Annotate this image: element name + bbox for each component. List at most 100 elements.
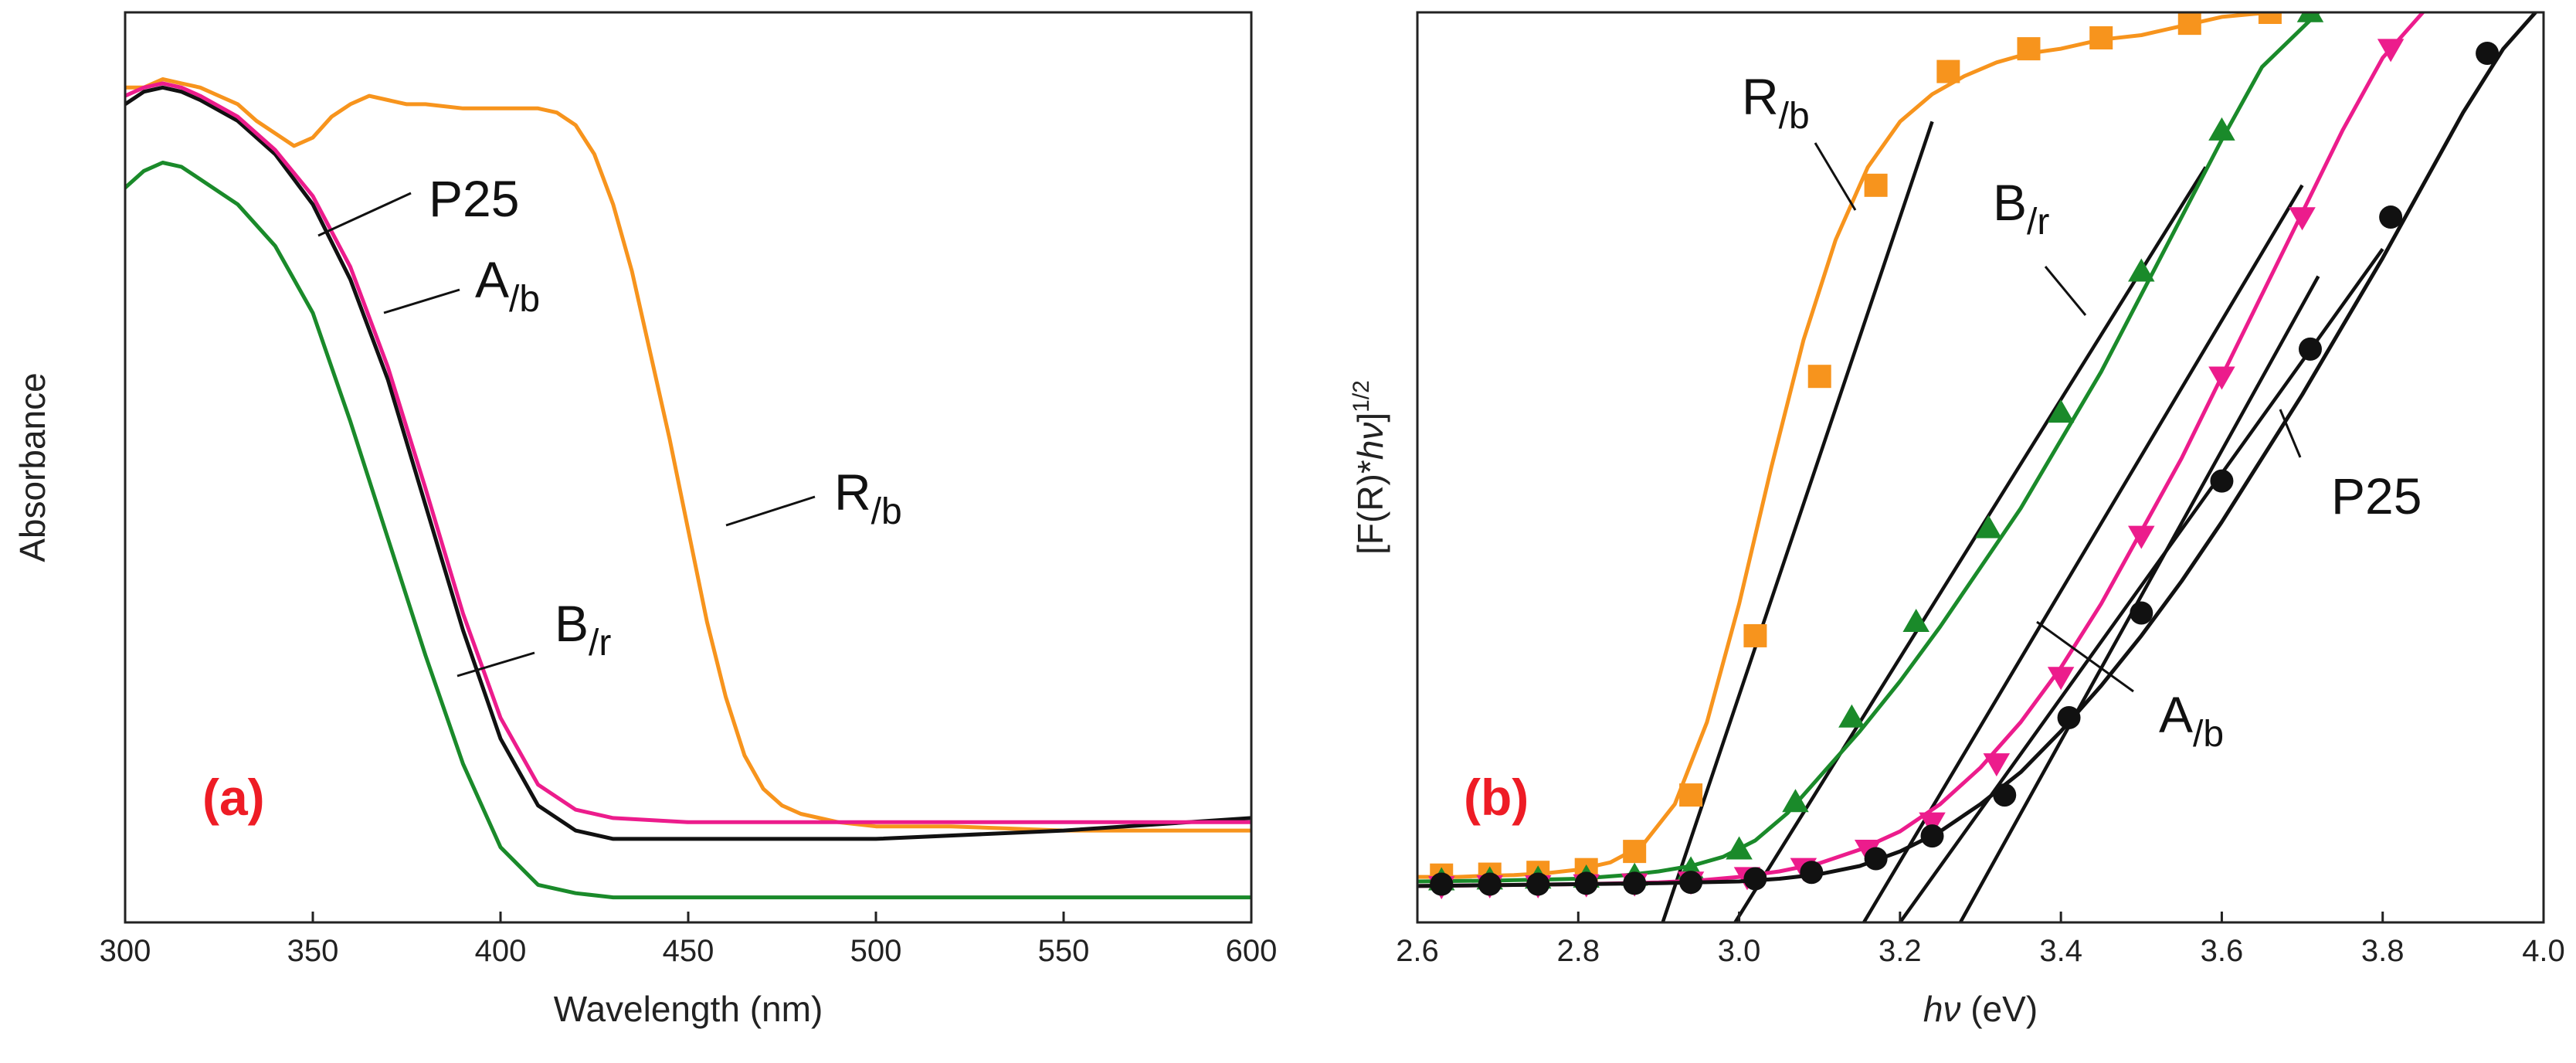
- panel-a-x-tick-label: 450: [663, 934, 714, 968]
- panel-a-x-tick-label: 400: [475, 934, 527, 968]
- panel-a-x-ticks: 300 350 400 450 500 550 600: [100, 912, 1278, 968]
- panel-a-x-axis-label: Wavelength (nm): [554, 989, 823, 1029]
- panel-b-marker-b-r: [2296, 12, 2324, 22]
- panel-b-br-arrow: [2044, 266, 2087, 316]
- panel-a-x-tick-label: 550: [1038, 934, 1090, 968]
- panel-b-ab-label: A/b: [2159, 686, 2224, 755]
- panel-a-x-tick-label: 600: [1226, 934, 1278, 968]
- panel-a-rb-arrow: [725, 495, 816, 527]
- panel-b-marker-p25: [1864, 847, 1888, 871]
- panel-b-marker-p25: [1623, 871, 1647, 895]
- panel-a-plot-frame: [124, 11, 1253, 924]
- panel-b-marker-p25: [2476, 42, 2500, 66]
- panel-b-marker-a-b: [2128, 525, 2155, 549]
- panel-b-marker-p25: [1574, 871, 1598, 895]
- panel-a-curve-r-b: [125, 77, 1251, 833]
- panel-b-curve-b-r: [1417, 12, 2320, 884]
- panel-b-marker-b-r: [1782, 789, 1809, 813]
- panel-b-marker-a-b: [2208, 366, 2235, 390]
- panel-b-p25-arrow: [2279, 409, 2302, 458]
- panel-b-marker-p25: [2057, 705, 2081, 729]
- panel-b-marker-r-b: [1936, 59, 1960, 83]
- panel-b-series-and-fits: [1417, 12, 2538, 922]
- panel-b-marker-p25: [1526, 872, 1550, 896]
- panel-b-x-tick-label: 3.2: [1879, 934, 1922, 968]
- panel-b-marker-p25: [1920, 824, 1944, 848]
- panel-a-br-arrow: [456, 651, 535, 678]
- panel-b-tauc-plot: 2.6 2.8 3.0 3.2 3.4 3.6 3.8 4.0 hν (eV) [F(R)*h…: [1349, 11, 2565, 1029]
- panel-a-x-tick-label: 300: [100, 934, 151, 968]
- panel-b-marker-p25: [2210, 469, 2234, 493]
- panel-a-label: (a): [202, 769, 265, 826]
- panel-b-marker-r-b: [1679, 783, 1703, 807]
- panel-a-series-curves: [125, 77, 1251, 900]
- panel-b-marker-p25: [2130, 601, 2153, 625]
- panel-b-marker-a-b: [1919, 812, 1946, 836]
- panel-b-curve-p25: [1417, 12, 2538, 888]
- panel-b-marker-r-b: [2089, 25, 2113, 49]
- panel-b-marker-r-b: [1743, 623, 1767, 647]
- panel-b-x-tick-label: 3.4: [2039, 934, 2082, 968]
- panel-b-x-tick-label: 3.0: [1718, 934, 1761, 968]
- panel-b-fit-line-p25-2: [1958, 275, 2320, 922]
- panel-b-fit-line-r-b: [1661, 121, 1934, 922]
- panel-b-rb-arrow: [1814, 142, 1857, 211]
- panel-b-p25-label: P25: [2331, 467, 2422, 525]
- panel-a-absorbance-chart: 300 350 400 450 500 550 600 Wavelength (nm) Ab…: [12, 11, 1278, 1029]
- panel-b-x-ticks: 2.6 2.8 3.0 3.2 3.4 3.6 3.8 4.0: [1396, 912, 2565, 968]
- panel-b-marker-b-r: [2208, 117, 2235, 141]
- panel-b-ab-arrow: [2036, 620, 2134, 693]
- panel-a-rb-label: R/b: [834, 464, 902, 532]
- panel-b-marker-a-b: [1983, 753, 2011, 777]
- panel-b-marker-b-r: [1902, 609, 1929, 633]
- panel-b-marker-p25: [1679, 871, 1703, 895]
- panel-b-marker-r-b: [1623, 840, 1647, 864]
- panel-a-y-axis-label: Absorbance: [12, 372, 53, 562]
- panel-b-fit-line-p25: [1899, 247, 2384, 922]
- panel-b-marker-r-b: [2177, 12, 2201, 36]
- panel-b-y-axis-label: [F(R)*hν]1/2: [1349, 380, 1390, 555]
- panel-b-curve-a-b: [1417, 12, 2425, 888]
- panel-a-curve-p25: [125, 85, 1251, 841]
- panel-b-marker-b-r: [1975, 515, 2002, 538]
- panel-a-ab-label: A/b: [475, 251, 540, 320]
- panel-b-x-axis-label: hν (eV): [1923, 989, 2038, 1029]
- panel-b-x-tick-label: 2.6: [1396, 934, 1439, 968]
- panel-b-marker-p25: [1430, 872, 1454, 896]
- panel-b-marker-b-r: [1838, 704, 1865, 728]
- panel-b-marker-r-b: [2258, 12, 2282, 24]
- panel-b-marker-a-b: [2289, 207, 2316, 231]
- panel-a-x-tick-label: 350: [287, 934, 339, 968]
- panel-b-curve-r-b: [1417, 12, 2272, 879]
- panel-b-fit-line-b-r: [1733, 166, 2208, 922]
- panel-b-fit-line-a-b: [1862, 184, 2304, 922]
- panel-b-plot-frame: [1416, 11, 2545, 924]
- panel-b-marker-r-b: [1864, 173, 1888, 197]
- panel-b-x-tick-label: 3.6: [2201, 934, 2244, 968]
- panel-b-marker-p25: [1743, 867, 1767, 891]
- panel-b-x-tick-label: 3.8: [2361, 934, 2405, 968]
- panel-b-x-tick-label: 4.0: [2522, 934, 2565, 968]
- panel-b-marker-b-r: [2047, 399, 2075, 423]
- panel-a-br-label: B/r: [555, 595, 611, 664]
- panel-b-marker-b-r: [1726, 836, 1753, 860]
- panel-b-marker-r-b: [2017, 37, 2041, 61]
- panel-b-marker-a-b: [2047, 667, 2075, 691]
- panel-a-ab-arrow: [383, 288, 460, 314]
- panel-b-rb-label: R/b: [1742, 68, 1810, 137]
- panel-b-label: (b): [1464, 769, 1529, 826]
- panel-b-marker-a-b: [2377, 39, 2405, 63]
- panel-b-marker-p25: [1478, 872, 1502, 896]
- panel-b-marker-p25: [1800, 861, 1824, 885]
- panel-b-br-label: B/r: [1993, 174, 2049, 243]
- panel-a-curve-b-r: [125, 161, 1251, 900]
- panel-a-x-tick-label: 500: [850, 934, 902, 968]
- panel-b-marker-p25: [1993, 783, 2017, 807]
- panel-a-p25-arrow: [317, 192, 412, 237]
- panel-b-marker-b-r: [2128, 258, 2155, 282]
- panel-b-x-tick-label: 2.8: [1556, 934, 1600, 968]
- panel-a-p25-label: P25: [429, 170, 519, 227]
- panel-b-marker-p25: [2379, 205, 2403, 229]
- panel-a-curve-a-b: [125, 81, 1251, 824]
